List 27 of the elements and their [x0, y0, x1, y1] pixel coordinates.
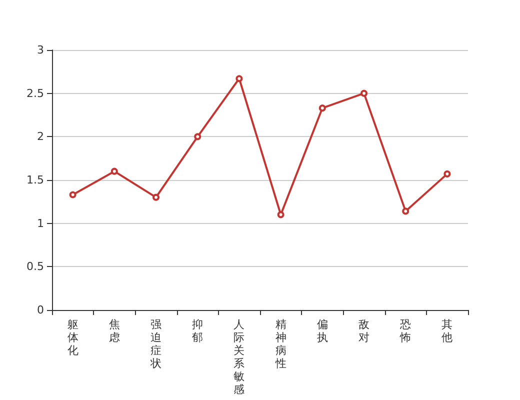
- x-tick-label: 躯体化: [67, 318, 78, 357]
- x-tick-label: 人际关系敏感: [234, 318, 245, 396]
- y-tick-label: 0.5: [26, 260, 44, 274]
- x-tick-label: 焦虑: [108, 318, 120, 344]
- y-tick-label: 2: [37, 130, 44, 144]
- x-tick-label: 偏执: [316, 318, 328, 344]
- point: [444, 170, 451, 178]
- point: [402, 208, 410, 215]
- point: [194, 133, 202, 140]
- point: [277, 211, 284, 218]
- x-tick-label: 强迫症状: [150, 318, 162, 370]
- y-tick-label: 0: [37, 304, 44, 316]
- x-tick-label: 敌对: [358, 318, 370, 344]
- y-tick-label: 3: [37, 44, 44, 56]
- point: [318, 104, 326, 112]
- point: [69, 191, 76, 198]
- x-tick-label: 精神病性: [274, 318, 286, 370]
- y-tick-label: 1: [37, 216, 44, 230]
- x-tick-label: 抑郁: [192, 318, 204, 344]
- x-tick-label: 其他: [442, 318, 453, 344]
- point: [152, 194, 160, 201]
- y-tick-label: 2.5: [26, 86, 44, 100]
- point: [236, 75, 243, 82]
- x-tick-label: 恐怖: [399, 318, 412, 344]
- point: [110, 168, 118, 175]
- y-tick-label: 1.5: [26, 174, 44, 186]
- point: [360, 90, 368, 97]
